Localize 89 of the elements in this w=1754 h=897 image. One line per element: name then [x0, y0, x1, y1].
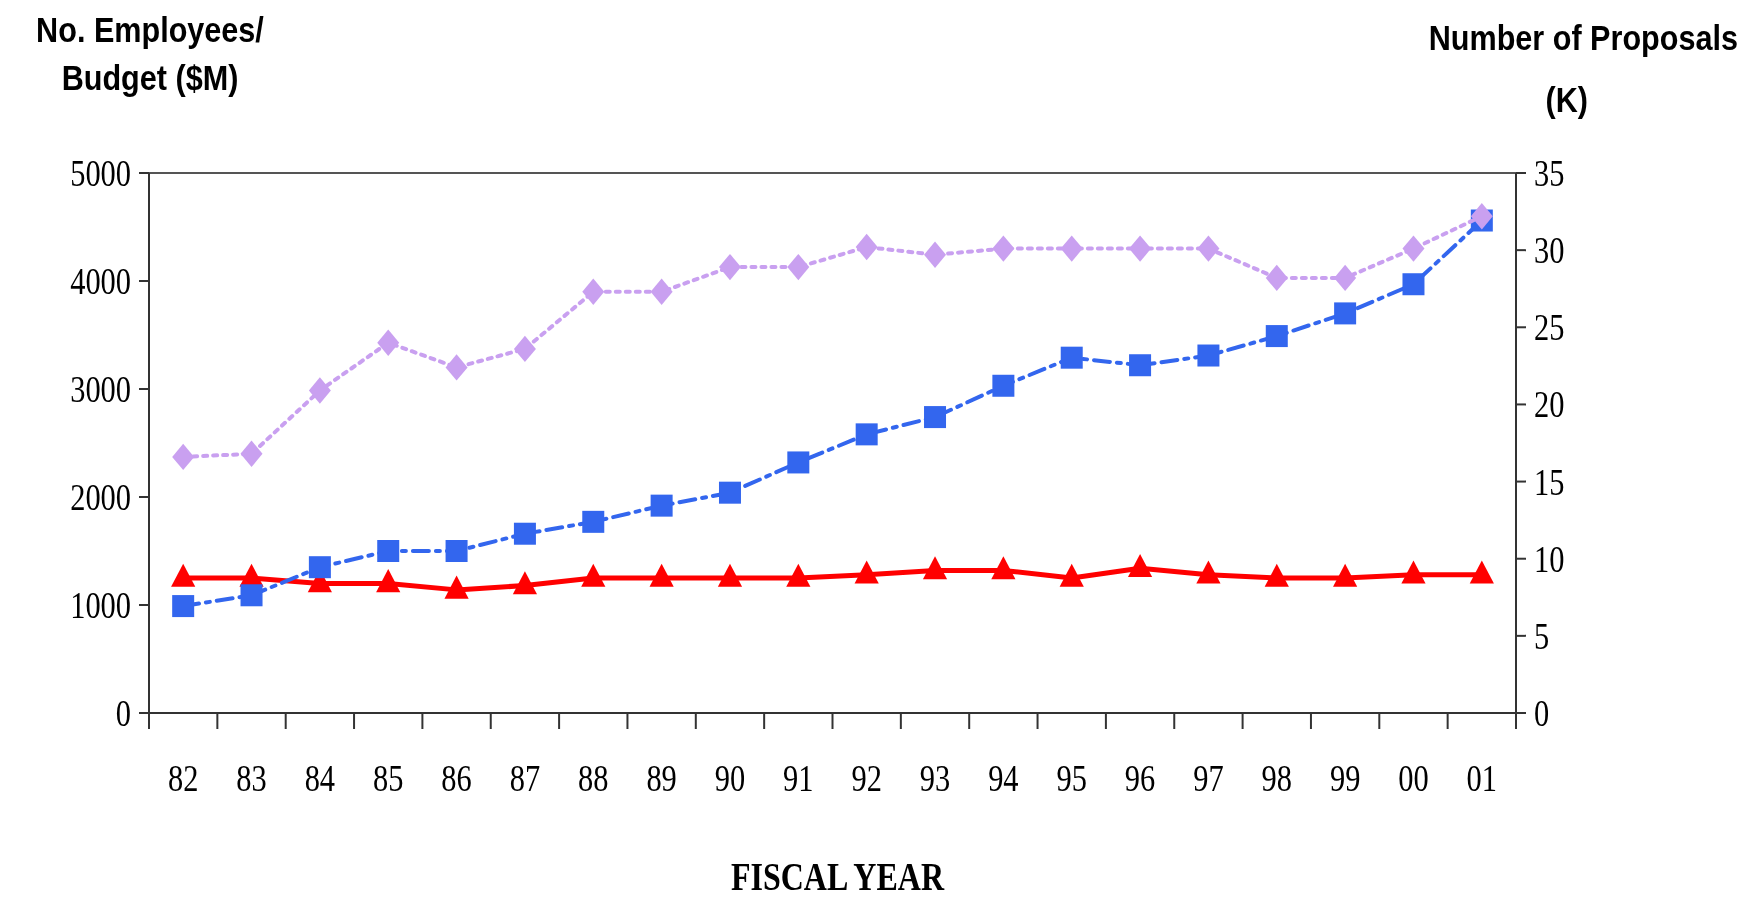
point [1129, 354, 1152, 377]
point [718, 253, 741, 281]
x-tick-label: 89 [646, 756, 677, 799]
x-tick-label: 92 [851, 756, 882, 799]
point [718, 481, 741, 504]
point [1334, 264, 1357, 292]
point [1334, 302, 1357, 325]
x-tick-label: 00 [1398, 756, 1429, 799]
point [376, 569, 401, 593]
point [445, 354, 468, 381]
point [582, 278, 605, 305]
y2-tick-label: 10 [1534, 537, 1565, 580]
x-tick-label: 95 [1056, 756, 1087, 799]
point [717, 563, 743, 587]
point [991, 556, 1016, 580]
point [1401, 560, 1426, 584]
point [1197, 344, 1220, 367]
y2-tick-label: 25 [1534, 306, 1565, 349]
point [924, 406, 947, 429]
y-tick-label: 3000 [70, 367, 131, 410]
x-tick-label: 86 [441, 756, 472, 799]
point [1197, 235, 1220, 262]
point [1129, 235, 1152, 262]
y2-tick-label: 5 [1534, 614, 1550, 657]
point [992, 235, 1015, 262]
x-tick-label: 87 [509, 756, 541, 799]
point [308, 377, 331, 404]
point [1470, 203, 1493, 230]
point [1264, 563, 1289, 587]
point [1060, 346, 1083, 369]
x-tick-label: 96 [1124, 756, 1156, 799]
x-tick-label: 93 [919, 756, 951, 799]
point [1402, 273, 1425, 296]
point [787, 253, 810, 281]
point [581, 563, 606, 587]
point [1196, 560, 1221, 584]
x-tick-label: 83 [236, 756, 267, 799]
y2-tick-label: 30 [1534, 228, 1565, 271]
x-tick-label: 84 [304, 756, 336, 799]
point [1333, 563, 1358, 587]
x-tick-label: 88 [578, 756, 609, 799]
y2-tick-label: 15 [1534, 460, 1565, 503]
point [172, 443, 195, 471]
point [924, 241, 947, 268]
point [650, 494, 673, 517]
point [1060, 235, 1083, 262]
point [855, 233, 878, 261]
y2-axis-title: Number of Proposals (K) [1428, 17, 1738, 120]
x-tick-label: 01 [1466, 756, 1498, 799]
point [786, 563, 811, 587]
point [854, 560, 879, 584]
y-tick-label: 5000 [70, 151, 131, 194]
x-tick-label: 90 [714, 756, 746, 799]
point [513, 522, 536, 545]
point [444, 575, 469, 599]
y-tick-label: 0 [115, 691, 131, 734]
x-tick-label: 97 [1193, 756, 1224, 799]
point [1265, 264, 1288, 292]
point [240, 440, 263, 467]
point [377, 329, 400, 356]
y-tick-label: 4000 [70, 259, 131, 302]
point [171, 563, 196, 587]
y-axis-title: No. Employees/ Budget ($M) [36, 9, 264, 98]
y2-tick-label: 0 [1534, 691, 1550, 734]
x-tick-label: 94 [988, 756, 1019, 799]
point [787, 451, 810, 474]
point [512, 571, 538, 595]
point [922, 556, 948, 580]
point [1469, 560, 1494, 584]
point [582, 510, 605, 533]
x-tick-label: 91 [783, 756, 814, 799]
y2-tick-label: 35 [1534, 151, 1565, 194]
x-axis-title: FISCAL YEAR [730, 854, 945, 897]
x-tick-label: 99 [1329, 756, 1361, 799]
point [855, 423, 878, 446]
y2-tick-label: 20 [1534, 383, 1565, 426]
point [1127, 553, 1153, 578]
point [1402, 235, 1425, 262]
x-tick-label: 85 [373, 756, 404, 799]
y-tick-label: 2000 [70, 475, 131, 518]
x-tick-label: 98 [1261, 756, 1292, 799]
point [513, 335, 536, 363]
x-tick-label: 82 [167, 756, 199, 799]
point [992, 374, 1015, 397]
point [1265, 325, 1288, 348]
point [650, 278, 673, 305]
y-tick-label: 1000 [70, 583, 131, 626]
point [649, 563, 674, 587]
point [1059, 563, 1084, 587]
